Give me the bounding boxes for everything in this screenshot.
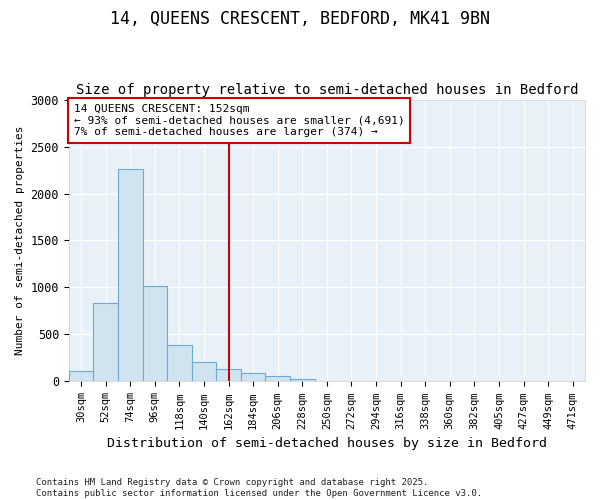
Bar xyxy=(118,169,143,382)
Bar xyxy=(216,369,241,382)
Bar xyxy=(167,345,191,382)
Bar xyxy=(314,380,339,382)
Title: Size of property relative to semi-detached houses in Bedford: Size of property relative to semi-detach… xyxy=(76,83,578,97)
Bar xyxy=(69,371,94,382)
Text: Contains HM Land Registry data © Crown copyright and database right 2025.
Contai: Contains HM Land Registry data © Crown c… xyxy=(36,478,482,498)
Text: 14 QUEENS CRESCENT: 152sqm
← 93% of semi-detached houses are smaller (4,691)
7% : 14 QUEENS CRESCENT: 152sqm ← 93% of semi… xyxy=(74,104,404,137)
Bar xyxy=(290,378,314,382)
Bar xyxy=(191,362,216,382)
Bar xyxy=(143,286,167,382)
Bar xyxy=(265,376,290,382)
Bar xyxy=(241,372,265,382)
Bar xyxy=(94,302,118,382)
Y-axis label: Number of semi-detached properties: Number of semi-detached properties xyxy=(15,126,25,355)
X-axis label: Distribution of semi-detached houses by size in Bedford: Distribution of semi-detached houses by … xyxy=(107,437,547,450)
Text: 14, QUEENS CRESCENT, BEDFORD, MK41 9BN: 14, QUEENS CRESCENT, BEDFORD, MK41 9BN xyxy=(110,10,490,28)
